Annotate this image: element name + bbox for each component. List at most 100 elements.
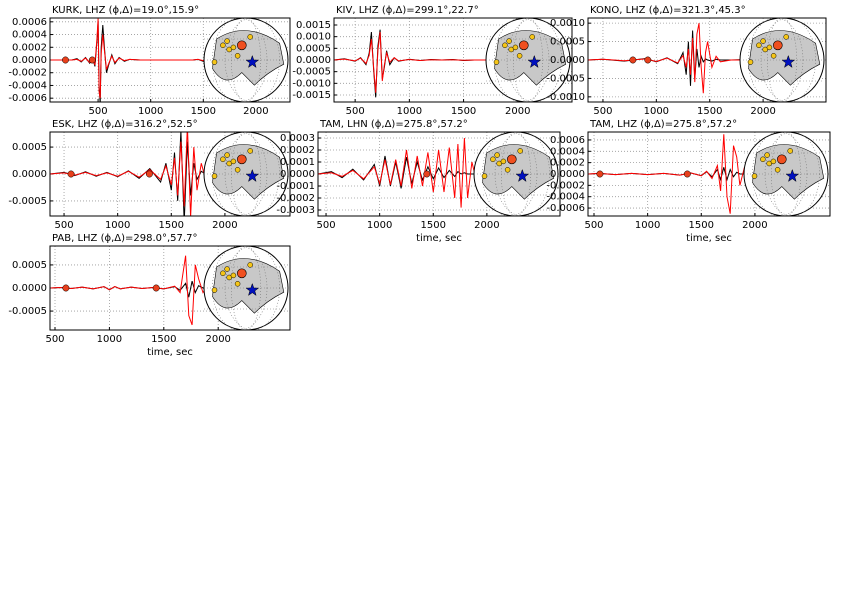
axes-frame [333, 17, 573, 103]
phase-marker [152, 284, 160, 292]
y-tick-label: 0.0002 [280, 145, 315, 156]
panel: TAM, LHZ (ϕ,Δ)=275.8°,57.2°0.00060.00040… [546, 119, 831, 244]
y-tick-label: -0.0005 [8, 196, 47, 207]
station-highlight [776, 154, 787, 165]
station-dot [211, 59, 218, 65]
y-tick-label: -0.0002 [276, 193, 315, 204]
phase-marker [145, 170, 153, 178]
station-dot [220, 156, 226, 163]
y-tick-label: -0.0002 [546, 180, 585, 191]
waveform [50, 132, 226, 216]
globe-inset [473, 131, 559, 217]
panel: ESK, LHZ (ϕ,Δ)=316.2°,52.5° 0.0005 0.0000 -… [8, 119, 291, 231]
y-tick-label: -0.0005 [292, 67, 331, 78]
station-highlight [237, 40, 247, 51]
y-tick-label: 0.0004 [550, 146, 585, 157]
x-axis-label: time, sec [416, 233, 462, 244]
x-tick-label: 2000 [212, 220, 237, 231]
x-axis-label: time, sec [147, 347, 193, 358]
y-tick-label: 0.0010 [296, 32, 331, 43]
x-tick-label: 500 [316, 220, 335, 231]
y-tick-label: -0.0010 [292, 78, 331, 89]
station-dot [220, 270, 226, 277]
panel-title: KONO, LHZ (ϕ,Δ)=321.3°,45.3° [590, 5, 746, 16]
y-tick-label: -0.0002 [8, 68, 47, 79]
y-tick-label: -0.0001 [276, 181, 315, 192]
globe-inset [203, 245, 289, 331]
x-tick-label: 500 [593, 106, 612, 117]
y-tick-label: -0.0005 [8, 306, 47, 317]
x-tick-label: 500 [346, 106, 365, 117]
phase-marker [683, 170, 691, 178]
x-tick-label: 500 [89, 106, 108, 117]
y-tick-label: 0.0000 [280, 169, 315, 180]
globe-inset [203, 17, 289, 103]
y-tick-label: 0.0000 [296, 55, 331, 66]
station-dot [517, 148, 523, 154]
station-highlight [237, 154, 247, 165]
waveform [318, 155, 498, 189]
station-highlight [506, 154, 517, 165]
axes-frame [587, 131, 831, 217]
land [212, 258, 285, 314]
station-dot [783, 34, 789, 40]
waveform [50, 18, 225, 99]
y-tick-label: -0.0005 [546, 73, 585, 84]
station-dot [500, 158, 507, 165]
x-tick-label: 1000 [367, 220, 392, 231]
station-dot [247, 148, 253, 154]
waveform [50, 255, 219, 326]
y-tick-label: 0.0005 [296, 43, 331, 54]
phase-marker [88, 56, 96, 64]
station-dot [247, 34, 253, 40]
panel-title: TAM, LHN (ϕ,Δ)=275.8°,57.2° [319, 119, 468, 130]
station-highlight [518, 40, 529, 51]
event-star [245, 282, 260, 297]
x-tick-label: 1500 [697, 106, 722, 117]
y-tick-label: 0.0002 [550, 158, 585, 169]
station-dot [506, 38, 512, 44]
waveform [50, 132, 225, 216]
y-tick-label: 0.0001 [280, 157, 315, 168]
station-dot [234, 281, 241, 287]
station-dot [230, 44, 237, 51]
waveform [334, 31, 518, 93]
y-tick-label: 0.0002 [12, 42, 47, 53]
station-dot [766, 44, 773, 51]
x-tick-label: 1500 [151, 334, 176, 345]
y-tick-label: 0.0000 [12, 283, 47, 294]
y-tick-label: 0.0000 [12, 169, 47, 180]
phase-marker [629, 56, 637, 64]
station-dot [490, 156, 496, 163]
y-tick-label: 0.0003 [280, 133, 315, 144]
x-tick-label: 2000 [505, 106, 530, 117]
station-dot [787, 148, 793, 154]
y-tick-label: 0.0006 [12, 17, 47, 28]
plot-area [588, 134, 766, 214]
land [748, 30, 821, 86]
x-tick-label: 2000 [750, 106, 775, 117]
station-dot [760, 156, 766, 163]
phase-marker [62, 56, 69, 64]
y-tick-label: 0.0005 [12, 260, 47, 271]
land [494, 30, 567, 86]
station-dot [493, 59, 500, 65]
x-tick-label: 500 [584, 220, 603, 231]
panel: PAB, LHZ (ϕ,Δ)=298.0°,57.7° 0.0005 0.0000 -… [8, 233, 291, 358]
station-dot [516, 53, 523, 59]
station-dot [770, 158, 777, 165]
axes-frame [317, 131, 561, 217]
x-tick-label: 2000 [243, 106, 268, 117]
y-tick-label: -0.0015 [292, 90, 331, 101]
station-highlight [772, 40, 783, 51]
phase-marker [423, 170, 431, 178]
station-dot [211, 173, 218, 179]
station-dot [230, 158, 237, 165]
y-tick-label: -0.0004 [8, 80, 47, 91]
phase-marker [62, 284, 70, 292]
plot-area [50, 18, 225, 102]
waveform [50, 280, 219, 298]
event-star [245, 168, 260, 183]
x-tick-label: 1000 [105, 220, 130, 231]
station-dot [504, 167, 511, 173]
